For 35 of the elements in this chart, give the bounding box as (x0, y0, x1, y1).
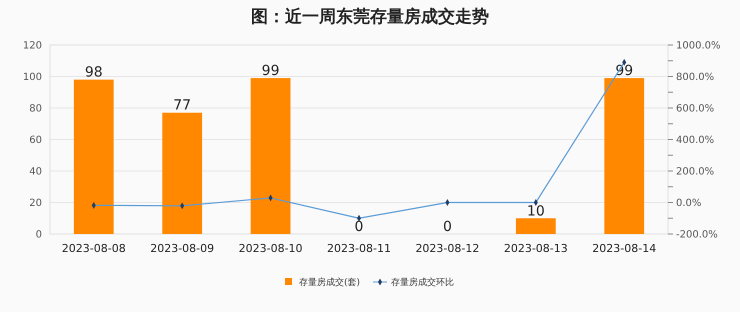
y-tick-label: 100 (22, 72, 42, 83)
y2-tick-label: 200.0% (676, 166, 714, 178)
data-label: 10 (526, 203, 545, 220)
y2-tick-label: 400.0% (676, 135, 714, 146)
x-tick-label: 2023-08-13 (504, 242, 568, 255)
y2-tick-label: 1000.0% (676, 40, 720, 52)
y-tick-label: 80 (29, 104, 42, 114)
data-label: 0 (354, 219, 364, 235)
legend-label: 存量房成交环比 (391, 277, 454, 288)
data-label: 98 (84, 64, 103, 81)
bar (604, 78, 644, 234)
bar (74, 80, 114, 234)
y2-tick-label: -200.0% (676, 230, 718, 240)
data-label: 99 (262, 63, 280, 80)
x-tick-label: 2023-08-08 (62, 242, 126, 255)
y-tick-label: 20 (29, 198, 42, 209)
x-tick-label: 2023-08-10 (238, 242, 303, 255)
y-tick-label: 60 (29, 135, 42, 146)
y-tick-label: 40 (29, 166, 42, 178)
legend-label: 存量房成交(套) (299, 277, 360, 288)
y-tick-label: 120 (22, 40, 42, 52)
data-label: 77 (173, 98, 192, 114)
x-tick-label: 2023-08-09 (150, 242, 214, 255)
y-tick-label: 0 (36, 230, 42, 240)
bar (162, 112, 202, 234)
x-tick-label: 2023-08-14 (592, 242, 656, 255)
data-label: 0 (442, 219, 452, 235)
x-tick-label: 2023-08-11 (327, 242, 391, 255)
y2-tick-label: 0.0% (676, 198, 702, 209)
chart-title: 图：近一周东莞存量房成交走势 (251, 7, 489, 27)
y2-tick-label: 600.0% (676, 104, 714, 114)
x-tick-label: 2023-08-12 (415, 242, 480, 255)
y2-tick-label: 800.0% (676, 72, 714, 83)
bar (516, 218, 556, 234)
bar (250, 78, 290, 234)
